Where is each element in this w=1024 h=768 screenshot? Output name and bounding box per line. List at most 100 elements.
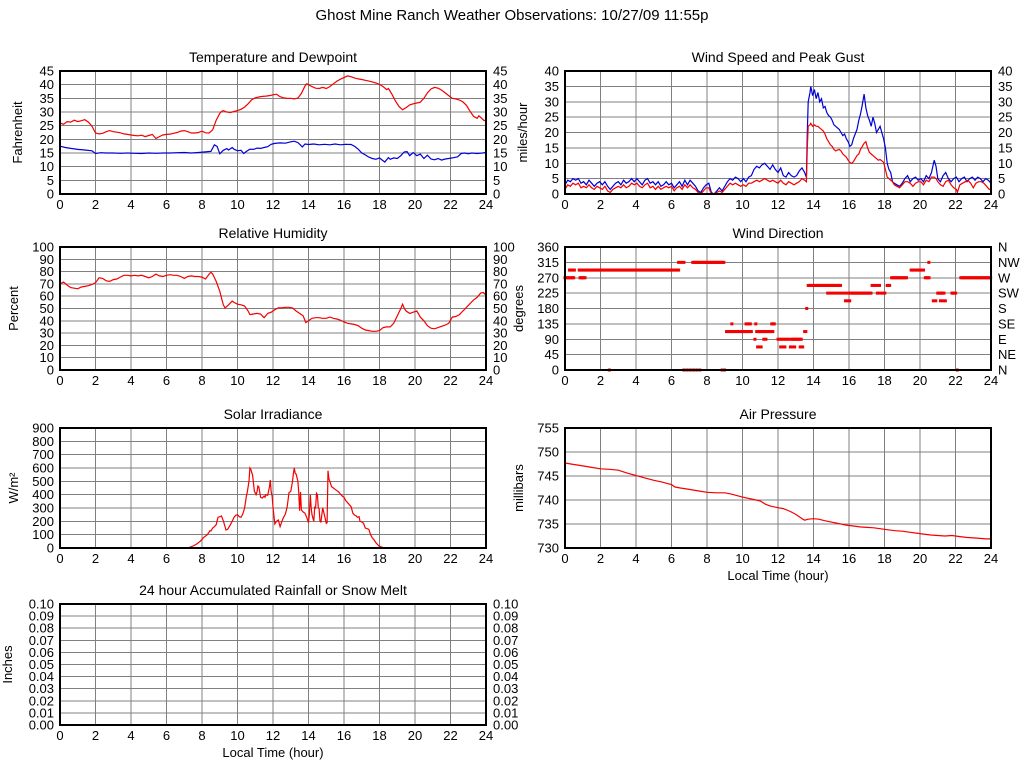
scatter-dot	[779, 345, 783, 349]
y-tick-label-right: 0	[493, 363, 500, 378]
y-right-label: SE	[998, 316, 1016, 331]
scatter-dot	[840, 291, 844, 295]
y-axis-label: miles/hour	[515, 102, 530, 163]
y-tick-label-right: 25	[493, 118, 507, 133]
x-tick-label: 18	[372, 373, 386, 388]
scatter-dot	[583, 276, 587, 280]
chart-title: Wind Speed and Peak Gust	[692, 49, 865, 65]
x-tick-label: 24	[984, 551, 998, 566]
scatter-dot	[804, 330, 808, 334]
x-tick-label: 16	[842, 551, 856, 566]
x-tick-label: 24	[984, 197, 998, 212]
scatter-dot	[888, 283, 892, 287]
y-tick-label-right: 0.02	[493, 693, 518, 708]
scatter-dot	[754, 322, 758, 326]
y-tick-label-right: 90	[493, 252, 507, 267]
y-tick-label-right: 0.06	[493, 645, 518, 660]
x-tick-label: 18	[372, 197, 386, 212]
y-tick-label-right: 40	[493, 313, 507, 328]
scatter-dot	[793, 345, 797, 349]
x-tick-label: 4	[632, 197, 639, 212]
y-tick-label-right: 40	[493, 77, 507, 92]
x-tick-label: 14	[806, 197, 820, 212]
y-tick-label-right: 0.01	[493, 705, 518, 720]
x-tick-label: 8	[703, 373, 710, 388]
scatter-dot	[772, 322, 776, 326]
y-axis-label: W/m²	[6, 472, 21, 504]
x-tick-label: 18	[877, 551, 891, 566]
x-tick-label: 10	[230, 197, 244, 212]
scatter-dot	[682, 260, 686, 264]
scatter-dot	[744, 322, 748, 326]
y-tick-label-right: 0.03	[493, 681, 518, 696]
x-tick-label: 2	[597, 551, 604, 566]
y-tick-label: 90	[545, 332, 559, 347]
scatter-dot	[873, 283, 877, 287]
scatter-dot	[837, 291, 841, 295]
scatter-dot	[677, 260, 681, 264]
y-tick-label: 900	[32, 421, 54, 436]
y-tick-label: 25	[545, 110, 559, 125]
y-tick-label: 60	[40, 289, 54, 304]
x-tick-label: 0	[56, 373, 63, 388]
x-tick-label: 14	[301, 551, 315, 566]
y-tick-label: 10	[545, 156, 559, 171]
y-tick-label-right: 10	[493, 159, 507, 174]
scatter-dot	[934, 299, 938, 303]
x-axis-label: Local Time (hour)	[727, 568, 828, 583]
x-tick-label: 2	[92, 551, 99, 566]
x-tick-label: 14	[301, 373, 315, 388]
x-tick-label: 2	[597, 373, 604, 388]
y-tick-label: 270	[537, 270, 559, 285]
x-tick-label: 4	[127, 728, 134, 743]
x-tick-label: 14	[301, 197, 315, 212]
y-tick-label-right: 0.05	[493, 657, 518, 672]
y-tick-label: 740	[537, 493, 559, 508]
y-tick-label: 0.10	[29, 597, 54, 612]
y-tick-label-right: 40	[998, 64, 1012, 79]
y-tick-label: 800	[32, 434, 54, 449]
y-right-label: S	[998, 301, 1007, 316]
x-tick-label: 12	[266, 197, 280, 212]
x-tick-label: 6	[668, 373, 675, 388]
y-tick-label: 10	[40, 159, 54, 174]
scatter-dot	[572, 276, 576, 280]
x-tick-label: 12	[771, 551, 785, 566]
scatter-dot	[762, 337, 766, 341]
scatter-dot	[927, 260, 931, 264]
chart-title: Temperature and Dewpoint	[189, 49, 357, 65]
y-tick-label: 315	[537, 255, 559, 270]
x-tick-label: 22	[948, 551, 962, 566]
y-tick-label: 30	[40, 326, 54, 341]
y-tick-label: 20	[545, 125, 559, 140]
x-tick-label: 20	[913, 197, 927, 212]
scatter-dot	[843, 299, 847, 303]
y-tick-label: 30	[40, 105, 54, 120]
y-tick-label-right: 0.09	[493, 609, 518, 624]
y-tick-label-right: 30	[493, 105, 507, 120]
chart-title: Air Pressure	[739, 406, 816, 422]
scatter-dot	[805, 307, 809, 310]
x-tick-label: 12	[266, 373, 280, 388]
x-tick-label: 8	[198, 373, 205, 388]
x-tick-label: 10	[735, 373, 749, 388]
x-tick-label: 4	[632, 551, 639, 566]
x-tick-label: 22	[948, 373, 962, 388]
scatter-dot	[846, 299, 850, 303]
plot-frame	[59, 70, 487, 195]
y-tick-label: 0.02	[29, 693, 54, 708]
scatter-dot	[834, 291, 838, 295]
scatter-dot	[679, 260, 683, 264]
x-tick-label: 16	[337, 728, 351, 743]
y-tick-label: 0	[47, 363, 54, 378]
x-tick-label: 20	[408, 373, 422, 388]
x-tick-label: 8	[198, 728, 205, 743]
x-tick-label: 2	[92, 728, 99, 743]
y-tick-label: 0	[552, 363, 559, 378]
y-tick-label-right: 35	[493, 91, 507, 106]
y-right-label: NE	[998, 347, 1016, 362]
plot-frame	[564, 246, 992, 371]
y-tick-label-right: 15	[998, 140, 1012, 155]
